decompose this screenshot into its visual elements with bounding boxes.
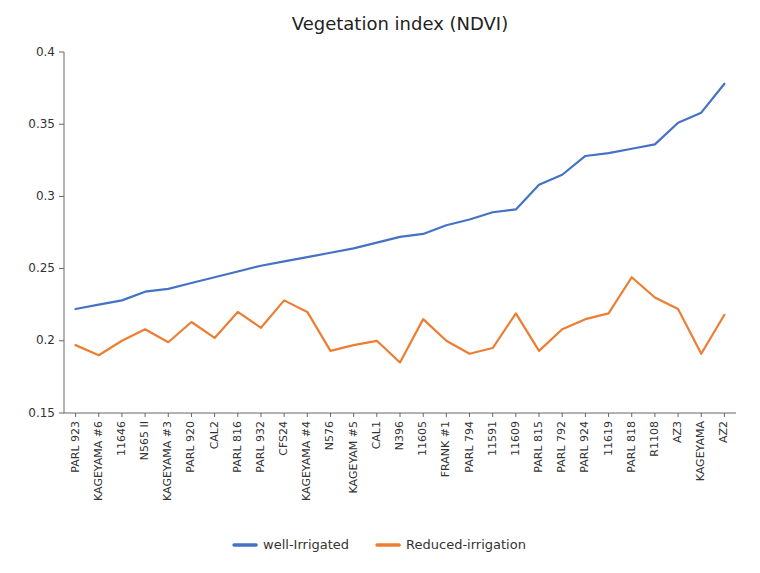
y-axis: 0.15 0.2 0.25 0.3 0.35 0.4 [28,45,64,420]
x-tick-label: KAGEYAM #5 [347,421,360,493]
legend: well-Irrigated Reduced-irrigation [234,537,526,552]
x-tick-label: PARL 932 [254,421,267,473]
y-tick [59,196,64,197]
y-tick [59,340,64,341]
x-tick [330,413,331,417]
x-tick [423,413,424,417]
legend-label: Reduced-irrigation [406,537,526,552]
x-tick [145,413,146,417]
x-tick-label: KAGEYAMA #3 [161,421,174,501]
x-tick [492,413,493,417]
x-tick [654,413,655,417]
x-tick [400,413,401,417]
x-tick [98,413,99,417]
x-tick [585,413,586,417]
x-tick-label: 11619 [602,421,615,456]
x-tick-label: KAGEYAMA #4 [300,421,313,501]
x-tick-label: FRANK #1 [439,421,452,477]
x-tick-label: R1108 [648,421,661,457]
x-tick [446,413,447,417]
x-tick [562,413,563,417]
x-tick [307,413,308,417]
x-tick-label: PARL 816 [231,421,244,473]
x-tick-label: 11646 [115,421,128,456]
x-tick [631,413,632,417]
x-tick [376,413,377,417]
x-tick-label: AZ3 [671,421,684,443]
x-tick-label: KAGEYAMA [694,421,707,482]
x-tick-label: PARL 924 [578,421,591,473]
chart: Vegetation index (NDVI) 0.15 0.2 0.25 0.3 0.3… [0,0,760,573]
x-tick-label: PARL 818 [625,421,638,473]
x-tick [353,413,354,417]
x-tick [237,413,238,417]
x-tick [214,413,215,417]
x-tick-label: N576 [323,421,336,450]
x-tick [469,413,470,417]
x-tick-label: PARL 792 [555,421,568,473]
x-tick [121,413,122,417]
legend-swatch [377,543,399,547]
y-tick-label: 0.3 [36,189,55,203]
y-tick-label: 0.4 [36,45,55,59]
legend-label: well-Irrigated [263,537,349,552]
x-tick-label: KAGEYAMA #6 [92,421,105,501]
y-tick-label: 0.2 [36,333,55,347]
x-tick-label: PARL 923 [69,421,82,473]
series-line [76,277,725,362]
x-axis: PARL 923 KAGEYAMA #6 11646 N565 II KAGEYAMA … [64,413,736,501]
x-tick [260,413,261,417]
x-tick-label: 11591 [486,421,499,456]
x-tick-label: PARL 794 [463,421,476,473]
x-tick-label: PARL 920 [184,421,197,473]
y-tick-label: 0.35 [28,117,55,131]
x-tick [539,413,540,417]
x-tick-label: 11609 [509,421,522,456]
x-tick [608,413,609,417]
y-axis-line [64,52,65,413]
x-tick [515,413,516,417]
x-tick-label: CFS24 [277,421,290,456]
x-tick [701,413,702,417]
x-tick [678,413,679,417]
series-line [76,84,725,309]
y-tick [59,413,64,414]
x-tick [191,413,192,417]
legend-swatch [234,543,256,547]
x-tick [724,413,725,417]
y-tick-label: 0.25 [28,261,55,275]
y-tick [59,268,64,269]
x-tick [168,413,169,417]
x-tick [75,413,76,417]
y-tick [59,52,64,53]
x-tick-label: 11605 [416,421,429,456]
x-tick-label: PARL 815 [532,421,545,473]
plot-area [76,84,725,363]
title: Vegetation index (NDVI) [292,13,508,34]
x-tick-label: N396 [393,421,406,450]
y-tick [59,124,64,125]
x-tick [284,413,285,417]
y-tick-label: 0.15 [28,406,55,420]
x-tick-label: CAL1 [370,421,383,449]
x-tick-label: CAL2 [208,421,221,449]
x-tick-label: N565 II [138,421,151,460]
x-tick-label: AZ2 [717,421,730,443]
